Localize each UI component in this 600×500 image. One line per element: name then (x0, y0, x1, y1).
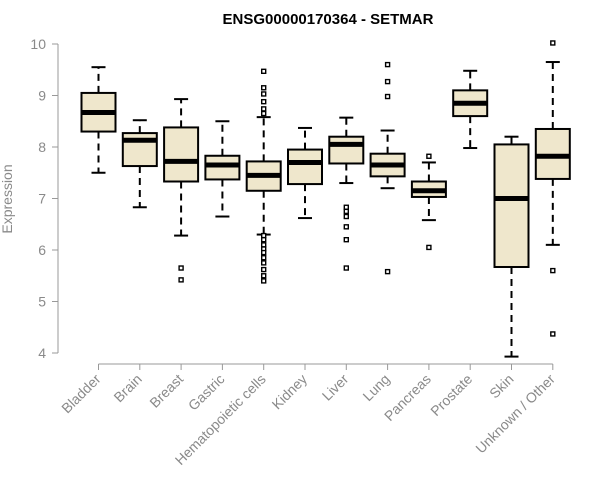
chart-title: ENSG00000170364 - SETMAR (223, 11, 434, 28)
box-bladder (80, 66, 117, 174)
outlier-point (261, 242, 267, 248)
x-tick-label: Breast (146, 371, 186, 411)
outlier-point (384, 93, 391, 100)
outlier-point (261, 106, 267, 112)
box-iqr (287, 148, 323, 186)
y-axis-label: Expression (0, 164, 15, 233)
box-prostate (452, 69, 489, 150)
box-iqr (163, 126, 200, 183)
outlier-point (343, 204, 349, 210)
outlier-point (261, 260, 267, 266)
outlier-point (261, 236, 267, 243)
box-liver (328, 116, 365, 271)
y-tick-label: 7 (38, 191, 46, 207)
box-brain (121, 119, 158, 209)
x-tick-label: Bladder (58, 371, 104, 417)
outlier-point (261, 273, 267, 279)
outlier-point (178, 277, 184, 283)
outlier-point (261, 278, 267, 284)
outlier-point (384, 268, 391, 275)
outlier-point (550, 40, 556, 46)
x-tick-label: Lung (359, 371, 392, 404)
box-breast (163, 98, 200, 283)
outlier-point (261, 85, 267, 91)
y-tick-label: 9 (38, 88, 46, 104)
outlier-point (550, 267, 556, 274)
outlier-point (384, 61, 391, 68)
y-tick-label: 4 (38, 345, 46, 361)
x-tick-label: Kidney (269, 371, 311, 413)
box-kidney (287, 126, 323, 220)
box-iqr (328, 135, 365, 165)
box-unknown-other (534, 40, 571, 337)
outlier-point (426, 153, 432, 159)
box-iqr (204, 154, 241, 181)
outlier-point (261, 91, 267, 97)
outlier-point (261, 255, 267, 261)
outlier-point (261, 68, 267, 74)
outlier-point (343, 224, 349, 230)
outlier-point (343, 265, 349, 271)
box-lung (369, 61, 406, 275)
x-tick-label: Prostate (427, 371, 475, 419)
y-tick-label: 5 (38, 294, 46, 310)
box-skin (493, 135, 530, 358)
outlier-point (261, 98, 267, 105)
y-tick-label: 10 (30, 36, 46, 52)
box-gastric (204, 120, 241, 218)
outlier-point (426, 244, 432, 251)
outlier-point (178, 265, 184, 271)
boxes-group (80, 40, 571, 358)
box-iqr (493, 143, 530, 268)
outlier-point (550, 331, 556, 337)
x-tick-label: Skin (486, 371, 517, 402)
box-pancreas (410, 153, 447, 251)
outlier-point (261, 110, 267, 117)
outlier-point (343, 208, 349, 215)
y-tick-label: 6 (38, 242, 46, 258)
outlier-point (343, 236, 349, 243)
y-tick-label: 8 (38, 139, 46, 155)
outlier-point (261, 249, 267, 256)
outlier-point (261, 232, 267, 239)
outlier-point (343, 213, 349, 220)
outlier-point (261, 266, 267, 273)
x-tick-label: Liver (319, 371, 352, 404)
box-hematopoietic-cells (245, 68, 282, 284)
outlier-point (384, 78, 391, 85)
y-axis: 4 5 6 7 8 9 10 (30, 36, 59, 361)
x-tick-label: Brain (110, 371, 144, 405)
